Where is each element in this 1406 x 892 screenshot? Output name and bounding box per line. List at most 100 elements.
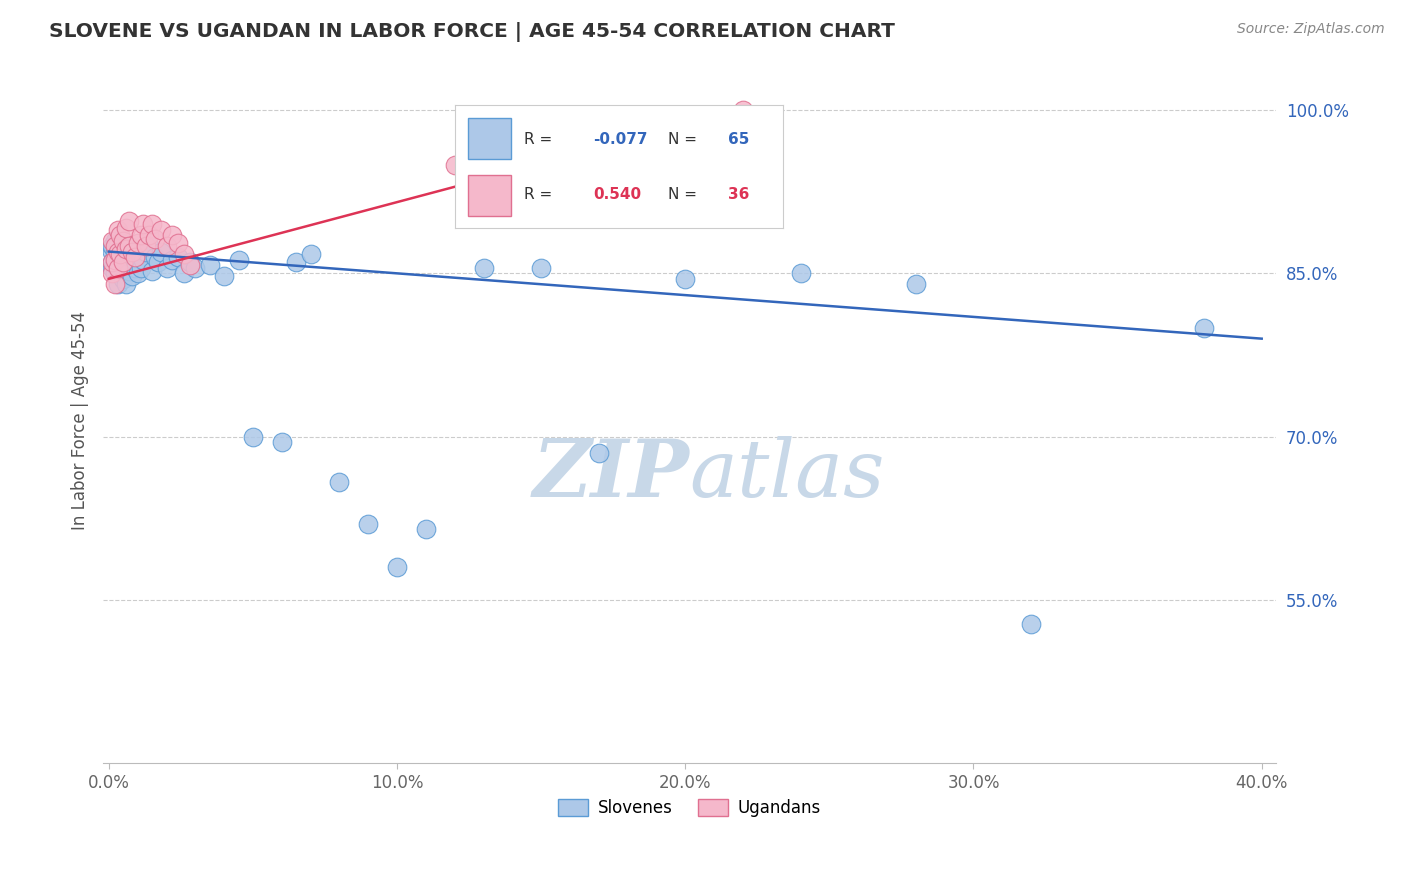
Point: [104, 234, 127, 248]
Point: [149, 223, 172, 237]
Point: [731, 103, 754, 117]
Point: [184, 260, 207, 275]
Point: [415, 522, 437, 536]
Point: [112, 235, 135, 250]
Point: [107, 260, 129, 275]
Point: [162, 228, 184, 243]
Point: [115, 258, 138, 272]
Point: [443, 157, 465, 171]
Point: [104, 244, 127, 259]
Point: [121, 268, 143, 283]
Point: [127, 244, 149, 259]
Point: [270, 435, 292, 450]
Point: [107, 244, 129, 259]
Text: Source: ZipAtlas.com: Source: ZipAtlas.com: [1237, 22, 1385, 37]
Point: [162, 253, 184, 268]
Point: [212, 268, 235, 283]
Point: [149, 244, 172, 259]
Point: [104, 250, 127, 264]
Point: [138, 228, 160, 243]
Point: [472, 260, 495, 275]
Point: [110, 250, 132, 264]
Text: atlas: atlas: [689, 436, 884, 514]
Point: [110, 243, 132, 257]
Point: [328, 475, 350, 490]
Point: [110, 266, 132, 280]
Point: [107, 235, 129, 250]
Y-axis label: In Labor Force | Age 45-54: In Labor Force | Age 45-54: [72, 310, 89, 530]
Point: [118, 244, 141, 259]
Point: [100, 239, 122, 253]
Point: [112, 253, 135, 268]
Point: [141, 264, 163, 278]
Point: [104, 258, 127, 272]
Point: [104, 266, 127, 280]
Point: [138, 239, 160, 253]
Point: [198, 258, 221, 272]
Point: [100, 255, 122, 269]
Point: [115, 220, 138, 235]
Point: [124, 250, 146, 264]
Point: [124, 255, 146, 269]
Point: [107, 244, 129, 259]
Point: [115, 243, 138, 257]
Point: [155, 260, 177, 275]
Point: [143, 231, 166, 245]
Point: [104, 239, 127, 253]
Point: [112, 255, 135, 269]
Point: [110, 246, 132, 260]
Point: [104, 253, 127, 268]
Point: [167, 235, 190, 250]
Point: [107, 277, 129, 292]
Point: [132, 218, 155, 232]
Point: [127, 235, 149, 250]
Text: ZIP: ZIP: [533, 436, 689, 514]
Point: [173, 246, 195, 260]
Point: [143, 250, 166, 264]
Point: [129, 260, 152, 275]
Point: [146, 255, 169, 269]
Point: [242, 429, 264, 443]
Point: [228, 253, 250, 268]
Point: [100, 260, 122, 275]
Point: [100, 234, 122, 248]
Legend: Slovenes, Ugandans: Slovenes, Ugandans: [551, 792, 828, 823]
Point: [558, 146, 581, 161]
Point: [100, 255, 122, 269]
Point: [118, 264, 141, 278]
Point: [132, 253, 155, 268]
Point: [121, 243, 143, 257]
Point: [299, 246, 322, 260]
Point: [100, 266, 122, 280]
Point: [118, 239, 141, 253]
Point: [1019, 616, 1042, 631]
Point: [118, 250, 141, 264]
Point: [179, 258, 201, 272]
Point: [141, 218, 163, 232]
Point: [904, 277, 927, 292]
Point: [173, 266, 195, 280]
Point: [112, 255, 135, 269]
Point: [118, 214, 141, 228]
Point: [129, 228, 152, 243]
Point: [385, 560, 408, 574]
Point: [673, 120, 696, 134]
Point: [135, 239, 157, 253]
Point: [121, 244, 143, 259]
Point: [1192, 320, 1215, 334]
Point: [124, 260, 146, 275]
Point: [155, 239, 177, 253]
Point: [115, 277, 138, 292]
Point: [357, 516, 380, 531]
Point: [100, 244, 122, 259]
Point: [588, 446, 610, 460]
Point: [107, 260, 129, 275]
Point: [112, 234, 135, 248]
Point: [104, 277, 127, 292]
Point: [167, 250, 190, 264]
Point: [179, 255, 201, 269]
Point: [127, 266, 149, 280]
Point: [530, 260, 553, 275]
Point: [789, 266, 811, 280]
Point: [107, 223, 129, 237]
